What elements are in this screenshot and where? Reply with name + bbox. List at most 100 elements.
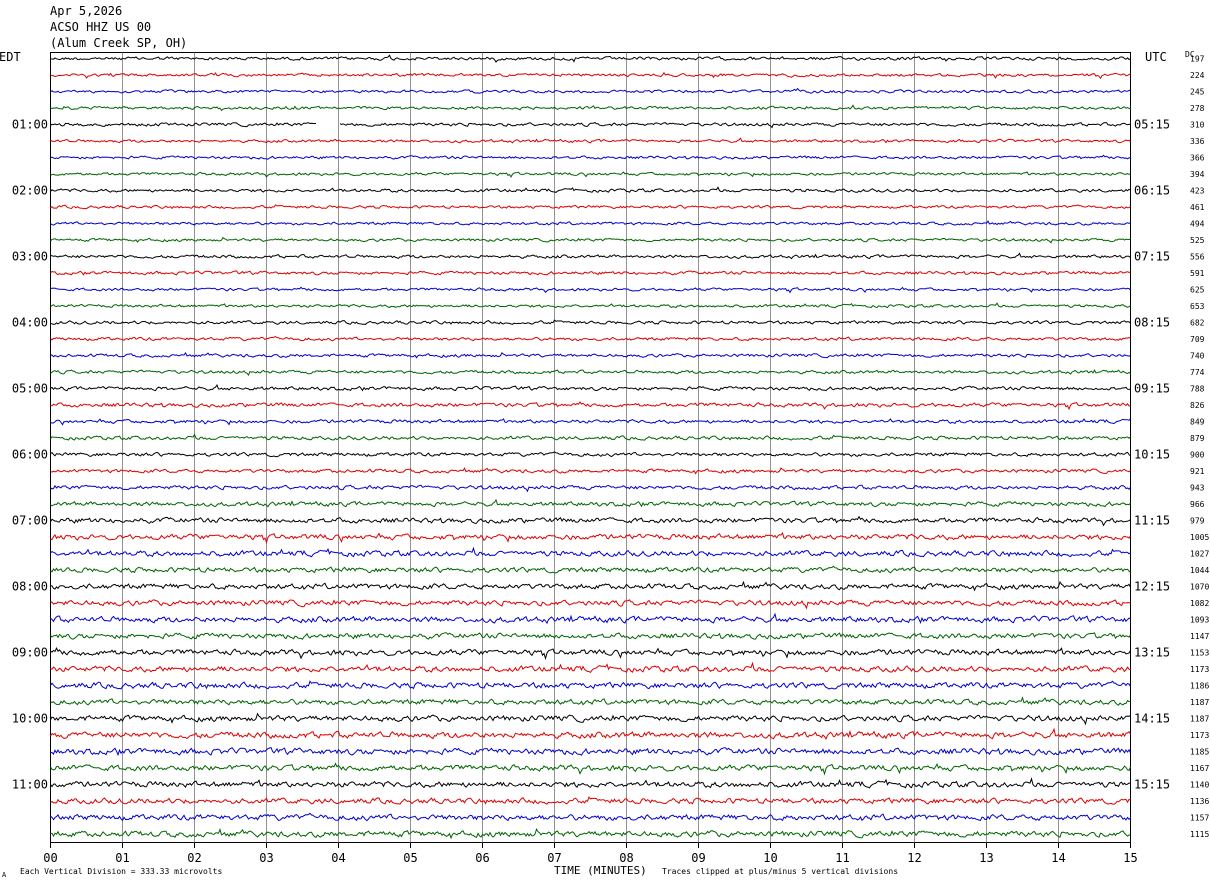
- utc-label-05:15: 05:15: [1134, 118, 1170, 132]
- dc-offset-22: 826: [1190, 401, 1205, 410]
- trace-47: [50, 812, 1131, 822]
- corner-mark: A: [2, 871, 7, 879]
- dc-offset-35: 1093: [1190, 616, 1209, 625]
- trace-34: [50, 599, 1131, 610]
- trace-37: [50, 647, 1131, 661]
- dc-offset-28: 966: [1190, 500, 1205, 509]
- dc-offset-8: 394: [1190, 170, 1205, 179]
- dc-offset-41: 1187: [1190, 715, 1209, 724]
- utc-label-11:15: 11:15: [1134, 514, 1170, 528]
- dc-offset-26: 921: [1190, 467, 1205, 476]
- edt-time-labels: 01:00 02:00 03:00 04:00 05:00 06:00 07:00 08:00…: [12, 118, 48, 792]
- trace-10: [50, 204, 1131, 210]
- x-tick-label-13: 13: [979, 851, 993, 865]
- trace-23: [50, 418, 1131, 426]
- x-tick-label-11: 11: [835, 851, 849, 865]
- dc-offset-44: 1167: [1190, 764, 1209, 773]
- dc-offset-42: 1173: [1190, 731, 1209, 740]
- trace-13: [50, 252, 1131, 260]
- seismic-traces: [50, 54, 1131, 840]
- dc-offset-34: 1082: [1190, 599, 1209, 608]
- trace-9: [50, 186, 1131, 193]
- scale-note: Each Vertical Division = 333.33 microvol…: [20, 867, 222, 876]
- dc-offset-18: 709: [1190, 335, 1205, 344]
- trace-45: [50, 777, 1131, 789]
- dc-offset-24: 879: [1190, 434, 1205, 443]
- dc-offset-29: 979: [1190, 517, 1205, 526]
- trace-42: [50, 727, 1131, 740]
- trace-2: [50, 71, 1131, 80]
- trace-15: [50, 286, 1131, 294]
- trace-33: [50, 580, 1131, 592]
- clip-note: Traces clipped at plus/minus 5 vertical …: [662, 867, 898, 876]
- utc-label-12:15: 12:15: [1134, 580, 1170, 594]
- edt-label-11:00: 11:00: [12, 778, 48, 792]
- trace-30: [50, 531, 1131, 545]
- utc-label-09:15: 09:15: [1134, 382, 1170, 396]
- trace-6: [50, 137, 1131, 144]
- x-tick-label-07: 07: [547, 851, 561, 865]
- x-tick-label-15: 15: [1123, 851, 1137, 865]
- dc-offset-32: 1044: [1190, 566, 1209, 575]
- trace-4: [50, 104, 1131, 112]
- trace-12: [50, 236, 1131, 244]
- dc-offset-21: 788: [1190, 385, 1205, 394]
- trace-36: [50, 632, 1131, 640]
- x-tick-label-00: 00: [43, 851, 57, 865]
- station-code: ACSO HHZ US 00: [50, 20, 152, 34]
- trace-18: [50, 336, 1131, 342]
- edt-axis-title: EDT: [0, 50, 21, 64]
- dc-offset-2: 224: [1190, 71, 1205, 80]
- dc-offset-30: 1005: [1190, 533, 1209, 542]
- trace-27: [50, 484, 1131, 493]
- x-tick-label-02: 02: [187, 851, 201, 865]
- dc-offset-4: 278: [1190, 104, 1205, 113]
- x-tick-label-01: 01: [115, 851, 129, 865]
- dc-offset-12: 525: [1190, 236, 1205, 245]
- trace-26: [50, 467, 1131, 475]
- trace-35: [50, 612, 1131, 625]
- dc-offset-11: 494: [1190, 220, 1205, 229]
- utc-label-15:15: 15:15: [1134, 778, 1170, 792]
- edt-label-01:00: 01:00: [12, 118, 48, 132]
- dc-offset-17: 682: [1190, 319, 1205, 328]
- dc-offset-27: 943: [1190, 484, 1205, 493]
- trace-31: [50, 546, 1131, 558]
- dc-offset-46: 1136: [1190, 797, 1209, 806]
- plot-date: Apr 5,2026: [50, 4, 123, 18]
- dc-offset-37: 1153: [1190, 649, 1209, 658]
- dc-offset-7: 366: [1190, 154, 1205, 163]
- trace-44: [50, 762, 1131, 776]
- dc-offset-labels: 197 224 245 278 310 336 366 394 423 461 494 525 556 5…: [1190, 55, 1209, 840]
- utc-label-07:15: 07:15: [1134, 250, 1170, 264]
- trace-29: [50, 515, 1131, 527]
- x-tick-label-10: 10: [763, 851, 777, 865]
- dc-offset-15: 625: [1190, 286, 1205, 295]
- dc-offset-3: 245: [1190, 88, 1205, 97]
- minute-gridlines: [122, 52, 1059, 843]
- trace-17: [50, 319, 1131, 325]
- trace-24: [50, 433, 1131, 441]
- dc-offset-36: 1147: [1190, 632, 1209, 641]
- trace-22: [50, 401, 1131, 411]
- dc-offset-9: 423: [1190, 187, 1205, 196]
- dc-offset-16: 653: [1190, 302, 1205, 311]
- edt-label-08:00: 08:00: [12, 580, 48, 594]
- edt-label-06:00: 06:00: [12, 448, 48, 462]
- edt-label-02:00: 02:00: [12, 184, 48, 198]
- dc-offset-25: 900: [1190, 451, 1205, 460]
- utc-label-14:15: 14:15: [1134, 712, 1170, 726]
- trace-41: [50, 712, 1131, 726]
- trace-19: [50, 351, 1131, 359]
- edt-label-07:00: 07:00: [12, 514, 48, 528]
- x-tick-label-14: 14: [1051, 851, 1065, 865]
- trace-32: [50, 565, 1131, 574]
- dc-column-title: DC: [1185, 50, 1195, 59]
- x-tick-label-08: 08: [619, 851, 633, 865]
- trace-14: [50, 270, 1131, 276]
- utc-axis-title: UTC: [1145, 50, 1167, 64]
- dc-offset-5: 310: [1190, 121, 1205, 130]
- dc-offset-39: 1186: [1190, 682, 1209, 691]
- dc-offset-38: 1173: [1190, 665, 1209, 674]
